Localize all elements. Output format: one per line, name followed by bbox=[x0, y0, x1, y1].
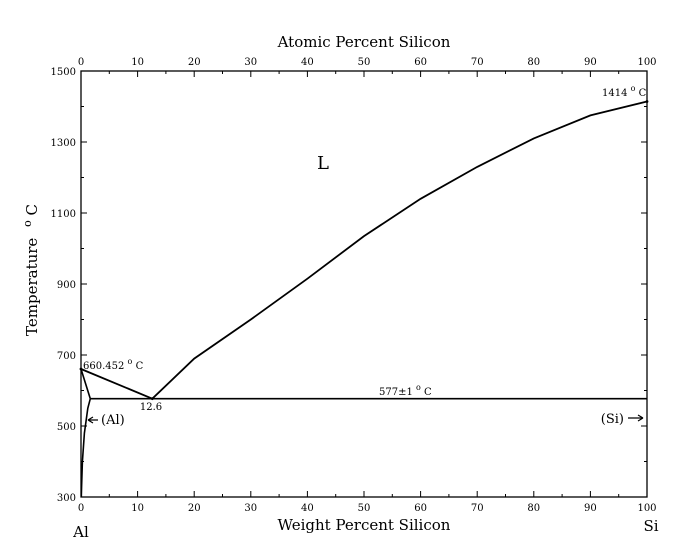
al-solidus-curve bbox=[80, 368, 92, 399]
top-tick-label: 30 bbox=[244, 57, 257, 68]
top-tick-label: 100 bbox=[637, 57, 656, 68]
left-axis-ticks: 300 500 700 900 1100 1300 1500 bbox=[51, 67, 87, 504]
top-tick-label: 10 bbox=[131, 57, 144, 68]
phase-boundaries bbox=[79, 100, 649, 498]
bottom-tick-label: 60 bbox=[414, 503, 427, 514]
left-tick-label: 1300 bbox=[51, 138, 76, 149]
bottom-tick-label: 70 bbox=[471, 503, 484, 514]
si-phase-label: (Si) bbox=[601, 412, 624, 427]
invariant-point bbox=[150, 397, 154, 401]
top-tick-label: 40 bbox=[301, 57, 314, 68]
si-end-label: Si bbox=[643, 517, 658, 535]
right-axis-ticks bbox=[641, 70, 647, 498]
al-end-label: Al bbox=[72, 523, 89, 541]
left-tick-label: 500 bbox=[57, 422, 76, 433]
bottom-tick-label: 0 bbox=[78, 503, 84, 514]
top-tick-label: 20 bbox=[188, 57, 201, 68]
eutectic-composition-label: 12.6 bbox=[140, 402, 162, 413]
al-melting-label: 660.452 o C bbox=[83, 356, 144, 372]
top-tick-label: 0 bbox=[78, 57, 84, 68]
left-axis-title: Temperature o C bbox=[17, 204, 41, 336]
left-tick-label: 700 bbox=[57, 351, 76, 362]
top-axis-title: Atomic Percent Silicon bbox=[277, 33, 451, 51]
bottom-tick-label: 100 bbox=[637, 503, 656, 514]
bottom-tick-label: 30 bbox=[244, 503, 257, 514]
al-phase-label: (Al) bbox=[101, 413, 125, 428]
al-solvus-curve bbox=[80, 398, 92, 498]
bottom-axis-ticks: 0 10 20 30 40 50 60 70 80 90 100 bbox=[78, 491, 657, 514]
eutectic-temperature-label: 577±1 o C bbox=[379, 382, 432, 398]
invariant-point bbox=[79, 367, 83, 371]
top-tick-label: 50 bbox=[358, 57, 371, 68]
top-tick-label: 90 bbox=[584, 57, 597, 68]
top-tick-label: 70 bbox=[471, 57, 484, 68]
left-tick-label: 900 bbox=[57, 280, 76, 291]
bottom-tick-label: 20 bbox=[188, 503, 201, 514]
top-axis-ticks: 0 10 20 30 40 50 60 70 80 90 100 bbox=[78, 57, 657, 77]
left-axis-title-group: Temperature o C bbox=[17, 204, 41, 336]
bottom-tick-label: 80 bbox=[527, 503, 540, 514]
al-phase-arrow bbox=[87, 416, 98, 424]
left-tick-label: 300 bbox=[57, 493, 76, 504]
left-tick-label: 1500 bbox=[51, 67, 76, 78]
invariant-point bbox=[645, 100, 649, 103]
liquid-region-label: L bbox=[317, 153, 329, 174]
bottom-tick-label: 90 bbox=[584, 503, 597, 514]
top-tick-label: 80 bbox=[527, 57, 540, 68]
bottom-tick-label: 40 bbox=[301, 503, 314, 514]
bottom-axis-title: Weight Percent Silicon bbox=[278, 516, 451, 534]
si-phase-arrow bbox=[628, 414, 644, 422]
bottom-tick-label: 50 bbox=[358, 503, 371, 514]
left-tick-label: 1100 bbox=[51, 209, 76, 220]
bottom-tick-label: 10 bbox=[131, 503, 144, 514]
top-tick-label: 60 bbox=[414, 57, 427, 68]
plot-frame bbox=[80, 70, 648, 498]
liquidus-curve bbox=[80, 100, 648, 400]
si-melting-label: 1414 o C bbox=[602, 83, 647, 99]
